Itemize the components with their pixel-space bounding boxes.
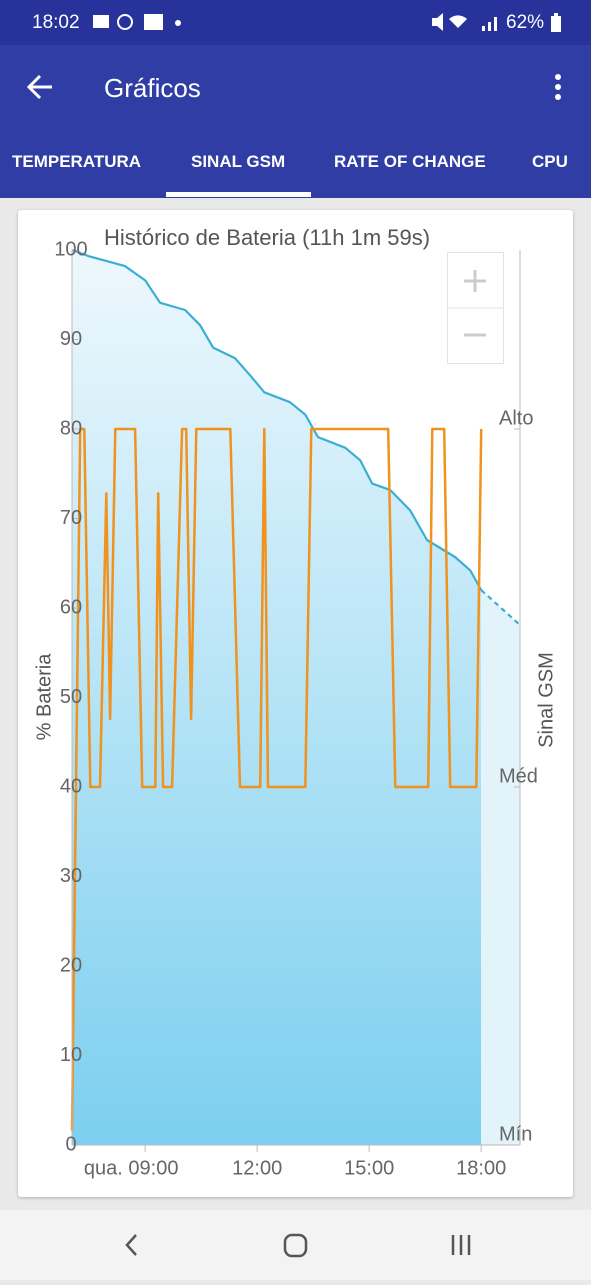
y-tick-label: 10 xyxy=(60,1044,82,1066)
battery-level: 62% xyxy=(506,12,545,33)
tab-bar: TEMPERATURA SINAL GSM RATE OF CHANGE CPU xyxy=(0,130,591,198)
signal-icons xyxy=(432,13,497,31)
y-tick-label: 0 xyxy=(65,1133,76,1155)
gsm-line xyxy=(70,427,483,1131)
chart-card: Histórico de Bateria (11h 1m 59s) % Bate… xyxy=(18,210,573,1197)
x-tick-label: 18:00 xyxy=(456,1157,506,1179)
y2-axis-label: Sinal GSM xyxy=(535,652,557,748)
y2-tick-label: Mín xyxy=(499,1123,532,1145)
status-icons xyxy=(93,14,181,30)
battery-line xyxy=(71,248,483,591)
tab-selected[interactable]: SINAL GSM xyxy=(191,152,286,171)
status-bar: 18:02 62% xyxy=(0,0,591,45)
y-tick-label: 30 xyxy=(60,865,82,887)
navigation-bar xyxy=(0,1210,591,1280)
clock: 18:02 xyxy=(32,12,80,33)
y-tick-label: 20 xyxy=(60,954,82,976)
back-button[interactable] xyxy=(26,73,54,101)
y-axis-label: % Bateria xyxy=(33,653,55,741)
tab[interactable]: TEMPERATURA xyxy=(12,152,142,171)
y2-tick-label: Alto xyxy=(499,407,533,429)
area xyxy=(72,250,482,1145)
y2-tick-label: Méd xyxy=(499,765,538,787)
battery-icon xyxy=(551,13,561,32)
menu-button[interactable] xyxy=(552,73,564,101)
app-bar: Gráficos xyxy=(0,45,591,130)
chart: Histórico de Bateria (11h 1m 59s) % Bate… xyxy=(33,225,557,1179)
chart-title: Histórico de Bateria (11h 1m 59s) xyxy=(104,225,430,250)
y-tick-label: 80 xyxy=(60,417,82,439)
tab-indicator xyxy=(166,192,311,197)
tab[interactable]: RATE OF CHANGE xyxy=(334,152,486,171)
y-tick-label: 50 xyxy=(60,686,82,708)
zoom-icons[interactable] xyxy=(448,253,503,363)
y-tick-label: 100 xyxy=(54,238,87,260)
tab[interactable]: CPU xyxy=(532,152,568,171)
x-tick-label: qua. 09:00 xyxy=(84,1157,179,1179)
app-title: Gráficos xyxy=(104,73,201,103)
zoom-controls xyxy=(447,252,504,364)
nav-icons[interactable] xyxy=(0,1210,591,1280)
y-tick-label: 70 xyxy=(60,507,82,529)
area xyxy=(481,590,520,1145)
y-tick-label: 90 xyxy=(60,328,82,350)
x-tick-label: 12:00 xyxy=(232,1157,282,1179)
y-tick-label: 40 xyxy=(60,775,82,797)
y-tick-label: 60 xyxy=(60,596,82,618)
x-tick-label: 15:00 xyxy=(344,1157,394,1179)
